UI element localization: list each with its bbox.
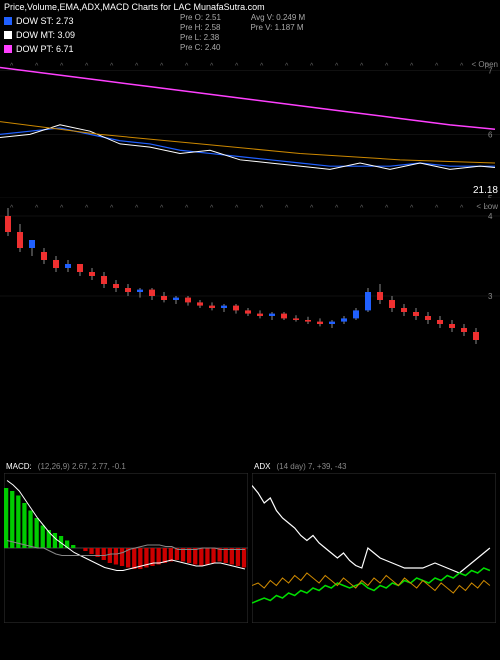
- svg-text:^: ^: [310, 205, 314, 212]
- upper-annotation: 21.18: [473, 185, 498, 196]
- svg-text:^: ^: [235, 63, 239, 70]
- adx-params: (14 day) 7, +39, -43: [276, 462, 346, 471]
- pre-h: Pre H: 2.58: [180, 23, 220, 32]
- avg-v: Avg V: 0.249 M: [251, 13, 305, 22]
- pre-c: Pre C: 2.40: [180, 43, 220, 52]
- svg-text:^: ^: [10, 205, 14, 212]
- svg-text:^: ^: [460, 63, 464, 70]
- svg-text:3: 3: [488, 292, 493, 301]
- svg-text:^: ^: [135, 63, 139, 70]
- macd-canvas: [4, 473, 248, 623]
- svg-text:^: ^: [410, 205, 414, 212]
- svg-text:^: ^: [160, 63, 164, 70]
- svg-text:^: ^: [360, 205, 364, 212]
- macd-params: (12,26,9) 2.67, 2.77, -0.1: [38, 462, 126, 471]
- adx-svg: [252, 473, 496, 623]
- svg-text:^: ^: [135, 205, 139, 212]
- pre-o: Pre O: 2.51: [180, 13, 221, 22]
- svg-text:^: ^: [85, 205, 89, 212]
- candle-side-label: < Low: [476, 202, 498, 211]
- svg-text:^: ^: [60, 63, 64, 70]
- adx-label: ADX: [254, 462, 270, 471]
- svg-text:^: ^: [285, 63, 289, 70]
- svg-text:^: ^: [235, 205, 239, 212]
- svg-text:^: ^: [85, 63, 89, 70]
- macd-svg: [4, 473, 248, 623]
- svg-text:^: ^: [310, 63, 314, 70]
- svg-text:^: ^: [335, 63, 339, 70]
- indicator-row: MACD: (12,26,9) 2.67, 2.77, -0.1 ADX (14…: [0, 460, 500, 630]
- svg-text:^: ^: [160, 205, 164, 212]
- adx-panel: ADX (14 day) 7, +39, -43: [252, 460, 496, 630]
- upper-side-label: < Open: [472, 60, 498, 69]
- svg-text:^: ^: [385, 205, 389, 212]
- pre-l: Pre L: 2.38: [180, 33, 219, 42]
- upper-chart-svg: 567^^^^^^^^^^^^^^^^^^^^: [0, 58, 500, 198]
- adx-canvas: [252, 473, 496, 623]
- candle-chart-svg: 34^^^^^^^^^^^^^^^^^^^^: [0, 200, 500, 360]
- pre-v: Pre V: 1.187 M: [250, 23, 303, 32]
- macd-label: MACD:: [6, 462, 32, 471]
- info-row-4: Pre C: 2.40: [0, 42, 240, 53]
- svg-text:^: ^: [260, 63, 264, 70]
- svg-text:^: ^: [435, 205, 439, 212]
- candlestick-chart: 34^^^^^^^^^^^^^^^^^^^^ < Low: [0, 200, 500, 360]
- svg-text:^: ^: [60, 205, 64, 212]
- svg-text:^: ^: [410, 63, 414, 70]
- svg-text:^: ^: [110, 63, 114, 70]
- macd-header: MACD: (12,26,9) 2.67, 2.77, -0.1: [4, 460, 248, 473]
- macd-panel: MACD: (12,26,9) 2.67, 2.77, -0.1: [4, 460, 248, 630]
- svg-text:^: ^: [435, 63, 439, 70]
- svg-text:^: ^: [210, 205, 214, 212]
- svg-text:^: ^: [185, 63, 189, 70]
- svg-text:^: ^: [285, 205, 289, 212]
- adx-header: ADX (14 day) 7, +39, -43: [252, 460, 496, 473]
- svg-text:^: ^: [260, 205, 264, 212]
- svg-text:^: ^: [385, 63, 389, 70]
- svg-text:6: 6: [488, 130, 493, 139]
- svg-text:^: ^: [35, 63, 39, 70]
- svg-text:^: ^: [110, 205, 114, 212]
- svg-text:^: ^: [35, 205, 39, 212]
- svg-text:4: 4: [488, 212, 493, 221]
- svg-text:^: ^: [335, 205, 339, 212]
- svg-text:^: ^: [185, 205, 189, 212]
- svg-text:^: ^: [210, 63, 214, 70]
- upper-line-chart: 567^^^^^^^^^^^^^^^^^^^^ < Open 21.18: [0, 58, 500, 198]
- svg-text:^: ^: [460, 205, 464, 212]
- svg-text:^: ^: [360, 63, 364, 70]
